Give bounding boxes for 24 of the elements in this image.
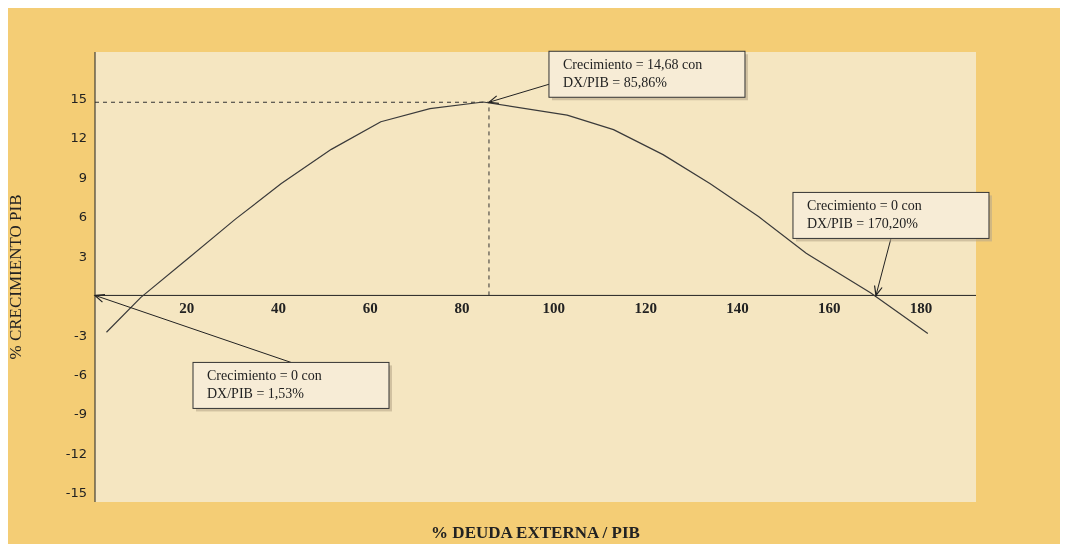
x-tick-label: 80 [454,300,470,317]
y-tick-label: 12 [70,130,87,146]
x-tick-label: 120 [634,300,657,317]
x-tick-label: 40 [271,300,287,317]
y-tick-label: 9 [78,169,87,185]
y-tick-label: -15 [65,485,87,501]
x-tick-label: 140 [726,300,749,317]
x-axis-title: % DEUDA EXTERNA / PIB [431,523,640,542]
x-tick-label: 20 [179,300,195,317]
y-tick-label: -9 [74,406,87,422]
y-tick-label: 3 [78,248,87,264]
y-tick-label: 6 [78,209,87,225]
y-tick-label: -12 [65,445,87,461]
y-tick-label: -3 [74,327,87,343]
x-tick-label: 160 [817,300,841,317]
y-tick-label: -6 [74,366,87,382]
x-tick-label: 60 [362,300,378,317]
x-tick-label: 180 [909,300,933,317]
y-axis-title: % CRECIMIENTO PIB [6,194,26,360]
annotation: Crecimiento = 0 con DX/PIB = 1,53% [207,368,322,402]
x-tick-label: 100 [542,300,566,317]
annotation: Crecimiento = 0 con DX/PIB = 170,20% [806,198,922,232]
annotation: Crecimiento = 14,68 con DX/PIB = 85,86% [562,57,703,91]
y-tick-label: 15 [70,90,87,106]
